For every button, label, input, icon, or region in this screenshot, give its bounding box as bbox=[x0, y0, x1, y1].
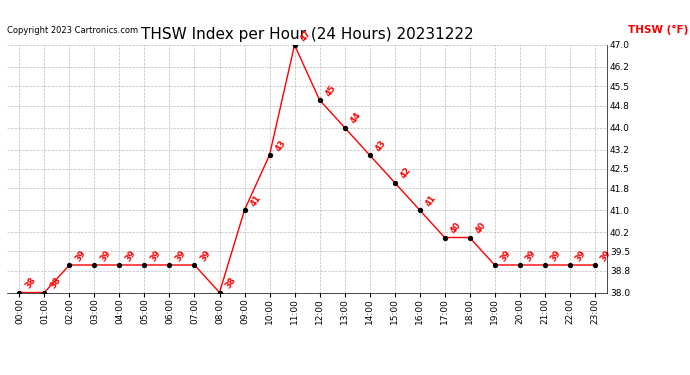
Point bbox=[239, 207, 250, 213]
Text: 45: 45 bbox=[324, 83, 338, 98]
Text: 39: 39 bbox=[99, 248, 112, 263]
Text: 39: 39 bbox=[124, 248, 137, 263]
Text: 43: 43 bbox=[274, 138, 288, 153]
Text: 39: 39 bbox=[74, 248, 88, 263]
Point bbox=[464, 234, 475, 240]
Point bbox=[214, 290, 225, 296]
Text: 40: 40 bbox=[474, 220, 488, 236]
Point bbox=[114, 262, 125, 268]
Point bbox=[39, 290, 50, 296]
Point bbox=[139, 262, 150, 268]
Point bbox=[14, 290, 25, 296]
Text: 39: 39 bbox=[499, 248, 513, 263]
Text: 47: 47 bbox=[299, 28, 313, 43]
Point bbox=[514, 262, 525, 268]
Point bbox=[89, 262, 100, 268]
Point bbox=[439, 234, 450, 240]
Text: 38: 38 bbox=[23, 276, 37, 290]
Text: 38: 38 bbox=[48, 276, 63, 290]
Text: 39: 39 bbox=[524, 248, 538, 263]
Text: 42: 42 bbox=[399, 165, 413, 180]
Text: 38: 38 bbox=[224, 276, 237, 290]
Text: 39: 39 bbox=[599, 248, 613, 263]
Point bbox=[289, 42, 300, 48]
Point bbox=[364, 152, 375, 158]
Point bbox=[339, 124, 350, 130]
Point bbox=[389, 180, 400, 186]
Text: 39: 39 bbox=[148, 248, 163, 263]
Point bbox=[414, 207, 425, 213]
Text: 41: 41 bbox=[248, 193, 263, 208]
Point bbox=[489, 262, 500, 268]
Text: 39: 39 bbox=[549, 248, 563, 263]
Text: Copyright 2023 Cartronics.com: Copyright 2023 Cartronics.com bbox=[7, 26, 138, 35]
Point bbox=[189, 262, 200, 268]
Point bbox=[314, 97, 325, 103]
Point bbox=[164, 262, 175, 268]
Text: 41: 41 bbox=[424, 193, 438, 208]
Text: 39: 39 bbox=[199, 248, 213, 263]
Point bbox=[264, 152, 275, 158]
Text: 43: 43 bbox=[374, 138, 388, 153]
Text: 44: 44 bbox=[348, 111, 363, 125]
Point bbox=[539, 262, 550, 268]
Title: THSW Index per Hour (24 Hours) 20231222: THSW Index per Hour (24 Hours) 20231222 bbox=[141, 27, 473, 42]
Point bbox=[564, 262, 575, 268]
Point bbox=[589, 262, 600, 268]
Text: 39: 39 bbox=[174, 248, 188, 263]
Text: 39: 39 bbox=[574, 248, 588, 263]
Text: 40: 40 bbox=[448, 220, 463, 236]
Point bbox=[64, 262, 75, 268]
Text: THSW (°F): THSW (°F) bbox=[628, 25, 688, 35]
